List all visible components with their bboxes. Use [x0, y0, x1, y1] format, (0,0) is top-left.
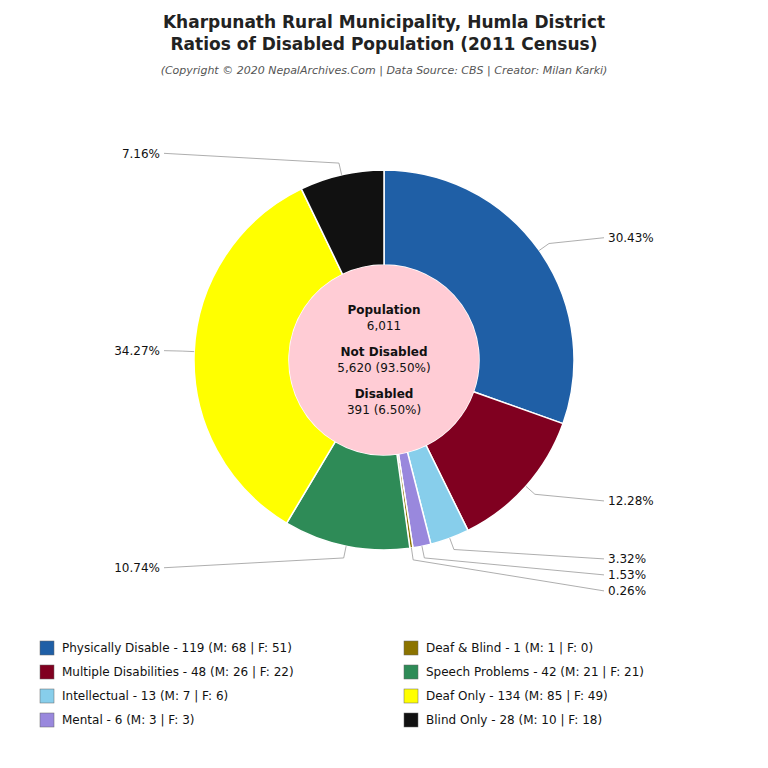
donut: Population 6,011 Not Disabled 5,620 (93.50%…: [114, 147, 654, 599]
data-label: 30.43%: [608, 231, 654, 245]
leader-line: [164, 546, 346, 568]
center-disc: [289, 265, 479, 455]
legend-swatch: [404, 665, 418, 679]
legend-item: Mental - 6 (M: 3 | F: 3): [40, 713, 195, 727]
data-label: 7.16%: [122, 147, 160, 161]
title: Ratios of Disabled Population (2011 Cens…: [171, 34, 598, 54]
legend-item: Deaf Only - 134 (M: 85 | F: 49): [404, 689, 608, 703]
title: Kharpunath Rural Municipality, Humla Dis…: [163, 12, 605, 32]
center-label: 5,620 (93.50%): [337, 361, 430, 375]
leader-line: [450, 538, 604, 559]
legend-swatch: [40, 665, 54, 679]
data-label: 1.53%: [608, 568, 646, 582]
leader-line: [411, 548, 604, 591]
legend-swatch: [404, 713, 418, 727]
legend-swatch: [40, 689, 54, 703]
legend-label: Deaf Only - 134 (M: 85 | F: 49): [426, 689, 608, 703]
legend-item: Speech Problems - 42 (M: 21 | F: 21): [404, 665, 644, 679]
legend-label: Physically Disable - 119 (M: 68 | F: 51): [62, 641, 292, 655]
leader-line: [422, 546, 604, 575]
leader-line: [526, 486, 604, 501]
legend-label: Multiple Disabilities - 48 (M: 26 | F: 2…: [62, 665, 294, 679]
legend-label: Intellectual - 13 (M: 7 | F: 6): [62, 689, 228, 703]
legend-swatch: [40, 641, 54, 655]
legend-label: Blind Only - 28 (M: 10 | F: 18): [426, 713, 602, 727]
legend-item: Physically Disable - 119 (M: 68 | F: 51): [40, 641, 292, 655]
data-label: 3.32%: [608, 552, 646, 566]
legend-item: Intellectual - 13 (M: 7 | F: 6): [40, 689, 228, 703]
data-label: 0.26%: [608, 584, 646, 598]
center-label: 391 (6.50%): [347, 403, 421, 417]
legend: Physically Disable - 119 (M: 68 | F: 51)…: [40, 641, 644, 727]
legend-item: Blind Only - 28 (M: 10 | F: 18): [404, 713, 602, 727]
center-label: Disabled: [355, 387, 414, 401]
legend-label: Deaf & Blind - 1 (M: 1 | F: 0): [426, 641, 593, 655]
leader-line: [164, 350, 194, 352]
data-label: 10.74%: [114, 561, 160, 575]
chart: Kharpunath Rural Municipality, Humla Dis…: [0, 0, 768, 768]
subtitle: (Copyright © 2020 NepalArchives.Com | Da…: [161, 64, 608, 77]
legend-item: Multiple Disabilities - 48 (M: 26 | F: 2…: [40, 665, 294, 679]
slice: [301, 170, 384, 274]
legend-label: Speech Problems - 42 (M: 21 | F: 21): [426, 665, 644, 679]
legend-item: Deaf & Blind - 1 (M: 1 | F: 0): [404, 641, 593, 655]
legend-label: Mental - 6 (M: 3 | F: 3): [62, 713, 195, 727]
data-label: 34.27%: [114, 344, 160, 358]
data-label: 12.28%: [608, 494, 654, 508]
center-label: 6,011: [367, 319, 401, 333]
legend-swatch: [404, 689, 418, 703]
leader-line: [164, 153, 342, 174]
legend-swatch: [404, 641, 418, 655]
center-label: Population: [347, 303, 420, 317]
leader-line: [539, 238, 604, 251]
center-label: Not Disabled: [341, 345, 428, 359]
legend-swatch: [40, 713, 54, 727]
